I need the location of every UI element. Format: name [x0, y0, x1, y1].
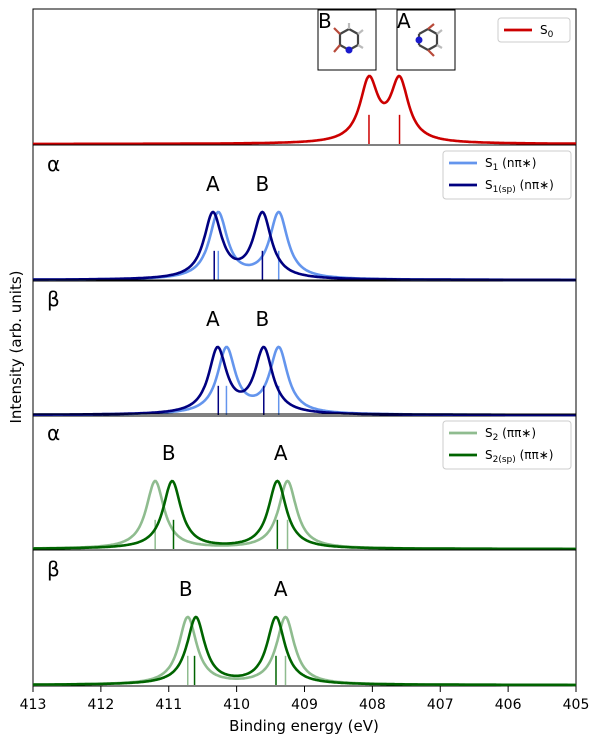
- x-tick-label: 410: [223, 697, 250, 713]
- inset-label-b: B: [318, 9, 332, 33]
- panel-tag: β: [47, 287, 60, 311]
- panel-frame: [32, 279, 577, 417]
- x-tick-label: 412: [88, 697, 115, 713]
- panel-3: βA B: [32, 279, 577, 417]
- x-tick-label: 409: [291, 697, 318, 713]
- series-line-1: [33, 74, 576, 146]
- panel-tag: β: [47, 557, 60, 581]
- peak-label: A: [274, 577, 288, 601]
- x-axis-ticks: 413 412 411 410 409 408 407 406 405: [20, 686, 590, 713]
- legend-2: S1 (nπ∗) S1(sp) (nπ∗): [442, 150, 572, 200]
- peak-label: B: [256, 172, 270, 196]
- molecule-inset-a: A: [396, 9, 456, 71]
- legend-entry: S2(sp) (ππ∗): [485, 448, 553, 465]
- legend-1: S0: [497, 17, 571, 43]
- x-tick-label: 407: [427, 697, 454, 713]
- x-tick-label: 405: [563, 697, 590, 713]
- panel-tag: α: [47, 421, 60, 445]
- legend-entry: S0: [540, 23, 554, 40]
- x-tick-label: 406: [495, 697, 522, 713]
- peak-label: B: [162, 441, 176, 465]
- panel-1: [32, 8, 577, 146]
- peak-label: A: [206, 307, 220, 331]
- legend-entry: S2 (ππ∗): [485, 426, 536, 443]
- x-axis-label: Binding energy (eV): [229, 717, 379, 734]
- legend-box: [497, 17, 571, 43]
- panel-4: αB A: [32, 413, 577, 551]
- peak-label: A: [274, 441, 288, 465]
- series-line-1: [33, 345, 576, 417]
- y-axis-label: Intensity (arb. units): [7, 270, 25, 423]
- peak-label: B: [179, 577, 193, 601]
- x-tick-label: 413: [20, 697, 47, 713]
- x-tick-label: 411: [155, 697, 182, 713]
- series-line-2: [33, 479, 576, 551]
- panel-frame: [32, 144, 577, 282]
- legend-entry: S1 (nπ∗): [485, 156, 536, 173]
- series-line-2: [33, 615, 576, 687]
- molecule-inset-b: B: [317, 9, 377, 71]
- series-line-1: [33, 210, 576, 282]
- x-tick-label: 408: [359, 697, 386, 713]
- panel-tag: α: [47, 152, 60, 176]
- legend-3: S2 (ππ∗) S2(sp) (ππ∗): [442, 420, 572, 470]
- panel-frame: [32, 8, 577, 146]
- peak-label: A: [206, 172, 220, 196]
- panel-5: βB A: [32, 549, 577, 687]
- inset-label-a: A: [397, 9, 411, 33]
- panel-frame: [32, 549, 577, 687]
- legend-entry: S1(sp) (nπ∗): [485, 178, 554, 195]
- peak-label: B: [256, 307, 270, 331]
